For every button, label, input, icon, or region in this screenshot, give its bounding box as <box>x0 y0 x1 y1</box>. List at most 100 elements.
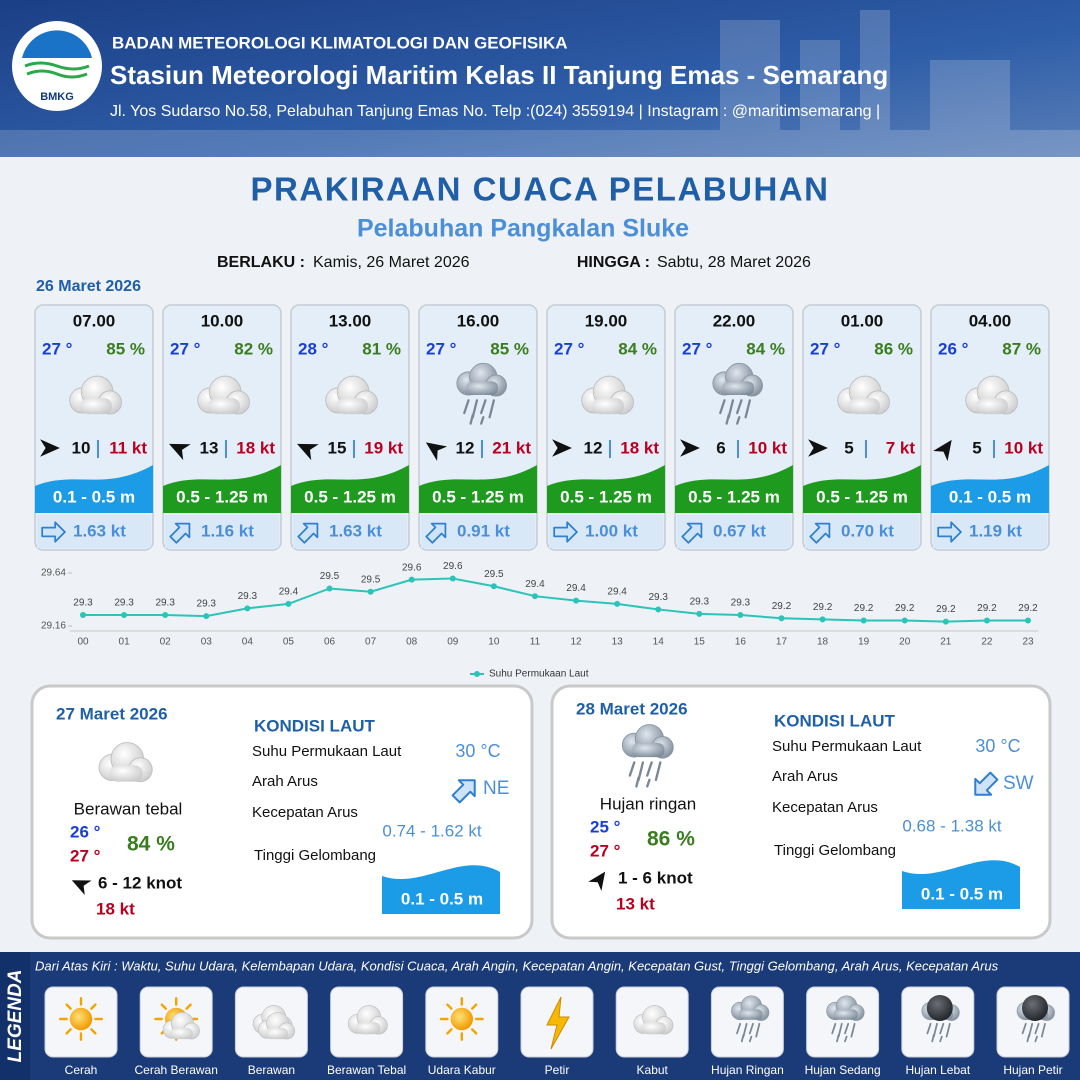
day-condition: Hujan ringan <box>600 794 696 813</box>
speed-label: Kecepatan Arus <box>772 799 878 816</box>
slot-humidity: 85 % <box>490 339 529 358</box>
sst-value: 30 °C <box>455 741 500 761</box>
value-label: 29.5 <box>320 571 340 582</box>
wave-height: 0.5 - 1.25 m <box>816 487 908 506</box>
sea-heading: KONDISI LAUT <box>254 716 376 735</box>
point <box>285 600 292 607</box>
legend-dot <box>474 671 480 677</box>
day-condition: Berawan tebal <box>74 799 183 818</box>
wave-band <box>547 465 665 513</box>
point <box>449 575 456 582</box>
legend-icon-bolt <box>546 996 570 1050</box>
to-label: HINGGA : <box>577 254 650 271</box>
agency: BADAN METEOROLOGI KLIMATOLOGI DAN GEOFIS… <box>112 33 568 52</box>
wave-band <box>675 465 793 513</box>
slot-time: 22.00 <box>713 311 756 330</box>
x-tick-label: 09 <box>447 637 459 648</box>
x-tick-label: 02 <box>160 637 172 648</box>
legend-item-label: Hujan Petir <box>1003 1063 1062 1077</box>
x-tick-label: 17 <box>776 637 788 648</box>
x-tick-label: 01 <box>119 637 131 648</box>
legend-item-label: Kabut <box>637 1063 669 1077</box>
wind-speed: 5 <box>972 438 981 457</box>
value-label: 29.6 <box>443 561 463 572</box>
x-tick-label: 23 <box>1022 637 1034 648</box>
value-label: 29.3 <box>114 598 134 609</box>
current-speed: 0.67 kt <box>713 521 766 540</box>
legend-item-label: Cerah <box>65 1063 98 1077</box>
legend-item-label: Berawan <box>248 1063 295 1077</box>
value-label: 29.4 <box>279 587 299 598</box>
wind-speed: 10 <box>72 438 91 457</box>
point <box>490 583 497 590</box>
slot-temp: 26 ° <box>938 339 969 358</box>
day-box <box>30 684 534 940</box>
point <box>203 613 210 620</box>
temp-min: 25 ° <box>590 817 621 836</box>
wind-speed: 5 <box>844 438 853 457</box>
wave-band <box>35 465 153 513</box>
wave-band <box>931 465 1049 513</box>
point <box>860 617 867 624</box>
value-label: 29.3 <box>238 591 258 602</box>
point <box>655 606 662 613</box>
wind-speed: 12 <box>456 438 475 457</box>
wind-speed: 12 <box>584 438 603 457</box>
y-tick-label: 29.16 <box>41 621 66 632</box>
point <box>367 588 374 595</box>
wave-height: 0.5 - 1.25 m <box>688 487 780 506</box>
x-tick-label: 13 <box>612 637 624 648</box>
legend-item-label: Hujan Lebat <box>905 1063 970 1077</box>
day-date: 27 Maret 2026 <box>56 704 168 723</box>
slot-time: 07.00 <box>73 311 116 330</box>
value-label: 29.6 <box>402 562 422 573</box>
legend-icon-dark <box>926 995 953 1021</box>
wave-label: Tinggi Gelombang <box>774 842 896 859</box>
slot-temp: 27 ° <box>42 339 73 358</box>
legend-item-label: Petir <box>545 1063 570 1077</box>
title: PRAKIRAAN CUACA PELABUHAN <box>251 171 830 208</box>
point <box>778 615 785 622</box>
point <box>737 611 744 618</box>
legend-item-label: Udara Kabur <box>428 1063 496 1077</box>
day-wind: 6 - 12 knot <box>98 873 182 892</box>
legend-icon-box <box>710 986 784 1058</box>
gust-speed: 10 kt <box>1004 438 1043 457</box>
slot-temp: 27 ° <box>682 339 713 358</box>
slot-humidity: 81 % <box>362 339 401 358</box>
x-tick-label: 22 <box>981 637 993 648</box>
day-wind: 1 - 6 knot <box>618 868 693 887</box>
point <box>573 597 580 604</box>
legend-item-label: Hujan Ringan <box>711 1063 784 1077</box>
subtitle: Pelabuhan Pangkalan Sluke <box>357 215 689 243</box>
wave-height: 0.5 - 1.25 m <box>176 487 268 506</box>
x-tick-label: 00 <box>77 637 89 648</box>
value-label: 29.3 <box>73 598 93 609</box>
wave-band <box>291 465 409 513</box>
day-date: 28 Maret 2026 <box>576 699 688 718</box>
x-tick-label: 20 <box>899 637 911 648</box>
day-humidity: 84 % <box>127 833 175 856</box>
day-humidity: 86 % <box>647 828 695 851</box>
sst-label: Suhu Permukaan Laut <box>252 743 402 760</box>
gust-speed: 18 kt <box>620 438 659 457</box>
legend-item-label: Hujan Sedang <box>805 1063 881 1077</box>
wave-height: 0.5 - 1.25 m <box>304 487 396 506</box>
dir-value: SW <box>1003 773 1034 794</box>
point <box>531 593 538 600</box>
slot-time: 16.00 <box>457 311 500 330</box>
x-tick-label: 18 <box>817 637 829 648</box>
x-tick-label: 12 <box>570 637 582 648</box>
slot-humidity: 84 % <box>618 339 657 358</box>
value-label: 29.2 <box>813 602 833 613</box>
x-tick-label: 19 <box>858 637 870 648</box>
x-tick-label: 04 <box>242 637 254 648</box>
legend-item-label: Berawan Tebal <box>327 1063 406 1077</box>
gust-speed: 11 kt <box>109 438 147 457</box>
y-tick-label: 29.64 <box>41 568 66 579</box>
logo-text: BMKG <box>40 91 74 103</box>
x-tick-label: 08 <box>406 637 418 648</box>
wave-band <box>382 865 500 914</box>
point <box>326 585 333 592</box>
wave-band <box>419 465 537 513</box>
